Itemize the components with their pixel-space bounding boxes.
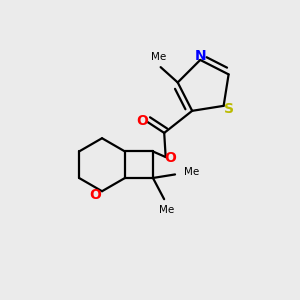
Text: Me: Me	[184, 167, 199, 177]
Text: S: S	[224, 102, 234, 116]
Text: O: O	[164, 151, 176, 165]
Text: Me: Me	[151, 52, 166, 62]
Text: O: O	[136, 113, 148, 128]
Text: N: N	[195, 50, 207, 63]
Text: Me: Me	[159, 205, 174, 215]
Text: O: O	[90, 188, 101, 202]
